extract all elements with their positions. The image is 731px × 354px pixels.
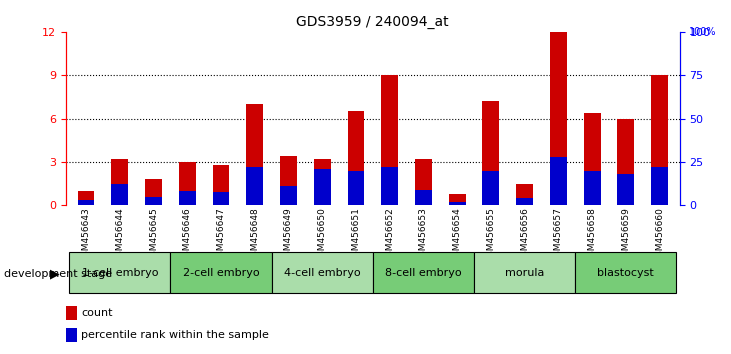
Text: GSM456652: GSM456652 [385,207,394,262]
Text: GSM456659: GSM456659 [621,207,630,263]
Bar [550,32,567,205]
Bar [213,192,230,205]
Bar [347,171,364,205]
Bar [111,184,128,205]
Bar [618,174,635,205]
Bar [246,167,263,205]
Text: 2-cell embryo: 2-cell embryo [183,268,260,278]
Text: count: count [81,308,113,318]
Text: GSM456646: GSM456646 [183,207,192,262]
Bar [77,191,94,205]
Bar [482,171,499,205]
Text: GSM456654: GSM456654 [452,207,462,262]
Bar [213,165,230,205]
Bar [651,75,668,205]
Bar [415,190,432,205]
Bar [111,159,128,205]
Bar [583,171,601,205]
Text: GSM456651: GSM456651 [352,207,360,263]
Bar [145,179,162,205]
Bar [618,119,635,205]
Text: percentile rank within the sample: percentile rank within the sample [81,330,269,339]
Text: GSM456656: GSM456656 [520,207,529,263]
Bar [651,167,668,205]
Bar [280,156,297,205]
Bar [516,184,533,205]
FancyBboxPatch shape [69,252,170,293]
FancyBboxPatch shape [474,252,575,293]
Text: GSM456649: GSM456649 [284,207,293,262]
Bar [66,328,77,342]
Text: ▶: ▶ [50,268,60,281]
Title: GDS3959 / 240094_at: GDS3959 / 240094_at [297,16,449,29]
Text: GSM456655: GSM456655 [486,207,496,263]
Bar [516,198,533,205]
Bar [280,186,297,205]
Text: 1-cell embryo: 1-cell embryo [82,268,158,278]
Text: GSM456657: GSM456657 [554,207,563,263]
Bar [550,157,567,205]
Bar [382,167,398,205]
Text: GSM456653: GSM456653 [419,207,428,263]
Bar [179,162,196,205]
Bar [382,75,398,205]
Bar [347,112,364,205]
Text: development stage: development stage [4,269,112,279]
FancyBboxPatch shape [373,252,474,293]
Text: GSM456650: GSM456650 [318,207,327,263]
Bar [583,113,601,205]
Text: GSM456648: GSM456648 [250,207,260,262]
Text: blastocyst: blastocyst [597,268,654,278]
Text: GSM456643: GSM456643 [82,207,91,262]
Text: 100%: 100% [689,27,716,37]
Text: morula: morula [505,268,545,278]
FancyBboxPatch shape [170,252,272,293]
Bar [314,159,330,205]
Text: GSM456645: GSM456645 [149,207,158,262]
Text: GSM456644: GSM456644 [115,207,124,262]
Bar [145,197,162,205]
Bar [415,159,432,205]
Bar [77,200,94,205]
Text: GSM456660: GSM456660 [655,207,664,263]
Bar [314,169,330,205]
Text: 4-cell embryo: 4-cell embryo [284,268,360,278]
Bar [482,101,499,205]
Text: 8-cell embryo: 8-cell embryo [385,268,462,278]
Bar [66,306,77,320]
Bar [246,104,263,205]
Text: GSM456647: GSM456647 [216,207,225,262]
Bar [449,202,466,205]
Bar [179,192,196,205]
FancyBboxPatch shape [272,252,373,293]
Bar [449,194,466,205]
Text: GSM456658: GSM456658 [588,207,596,263]
FancyBboxPatch shape [575,252,676,293]
